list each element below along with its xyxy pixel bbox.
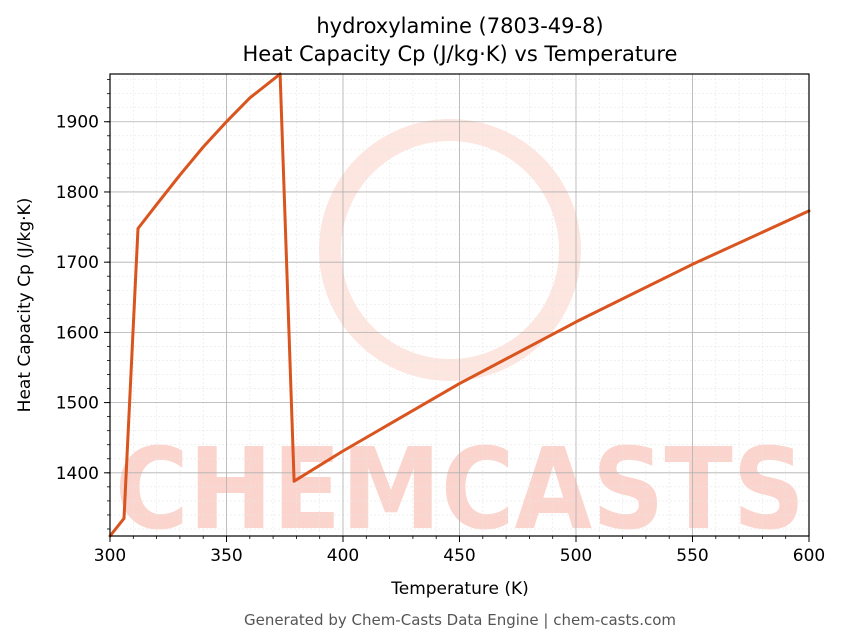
x-tick-label: 300 [94, 546, 126, 566]
x-tick-label: 550 [676, 546, 708, 566]
x-axis-label: Temperature (K) [390, 579, 529, 599]
y-axis: 1400 1500 1600 1700 1800 1900 [56, 79, 110, 530]
y-tick-label: 1600 [56, 323, 99, 343]
y-tick-label: 1800 [56, 183, 99, 203]
x-tick-label: 500 [560, 546, 592, 566]
x-tick-label: 350 [210, 546, 242, 566]
x-tick-label: 450 [443, 546, 475, 566]
x-tick-label: 400 [327, 546, 359, 566]
y-tick-label: 1700 [56, 253, 99, 273]
watermark: CHEMCASTS [115, 119, 805, 555]
watermark-text: CHEMCASTS [115, 425, 805, 555]
y-tick-label: 1400 [56, 464, 99, 484]
y-tick-label: 1900 [56, 113, 99, 133]
y-axis-label: Heat Capacity Cp (J/kg·K) [15, 198, 35, 413]
footer-credit: Generated by Chem-Casts Data Engine | ch… [244, 611, 676, 629]
x-tick-label: 600 [793, 546, 825, 566]
chart-subtitle: Heat Capacity Cp (J/kg·K) vs Temperature [243, 42, 678, 66]
x-axis: 300 350 400 450 500 550 600 [94, 536, 825, 566]
watermark-logo-icon [319, 119, 581, 381]
chart-title: hydroxylamine (7803-49-8) [316, 14, 603, 38]
y-tick-label: 1500 [56, 394, 99, 414]
series-line [108, 72, 811, 538]
